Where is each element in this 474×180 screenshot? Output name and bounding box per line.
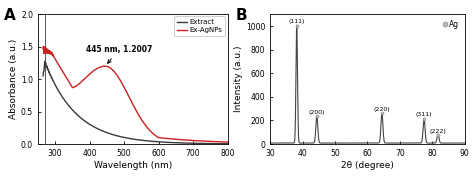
Extract	[121, 136, 127, 138]
X-axis label: Wavelength (nm): Wavelength (nm)	[93, 161, 172, 170]
Text: (311): (311)	[416, 112, 432, 118]
Y-axis label: Absorbance (a.u.): Absorbance (a.u.)	[9, 39, 18, 119]
Text: (220): (220)	[374, 107, 390, 112]
Extract	[222, 143, 228, 145]
Ex-AgNPs	[99, 66, 105, 68]
Text: 445 nm, 1.2007: 445 nm, 1.2007	[86, 45, 153, 63]
Legend: Ag: Ag	[440, 17, 462, 32]
Text: (222): (222)	[429, 129, 447, 134]
Text: B: B	[235, 8, 247, 23]
Extract	[225, 143, 230, 145]
Extract	[99, 130, 105, 132]
Ex-AgNPs	[87, 73, 92, 75]
Line: Ex-AgNPs: Ex-AgNPs	[43, 46, 228, 142]
Legend: Extract, Ex-AgNPs: Extract, Ex-AgNPs	[174, 17, 226, 36]
Y-axis label: Intensity (a.u.): Intensity (a.u.)	[234, 46, 243, 112]
Extract	[160, 141, 165, 143]
Line: Extract: Extract	[43, 61, 228, 144]
Ex-AgNPs	[160, 137, 165, 139]
Text: (200): (200)	[309, 110, 325, 115]
Ex-AgNPs	[98, 66, 104, 68]
Ex-AgNPs	[225, 141, 230, 143]
Text: (111): (111)	[289, 19, 305, 24]
Extract	[40, 75, 46, 77]
Ex-AgNPs	[121, 85, 127, 87]
Ex-AgNPs	[41, 45, 46, 48]
X-axis label: 2θ (degree): 2θ (degree)	[341, 161, 394, 170]
Extract	[87, 123, 92, 125]
Extract	[42, 60, 47, 62]
Text: A: A	[4, 8, 16, 23]
Extract	[98, 129, 104, 131]
Ex-AgNPs	[40, 48, 46, 50]
Ex-AgNPs	[222, 141, 228, 143]
